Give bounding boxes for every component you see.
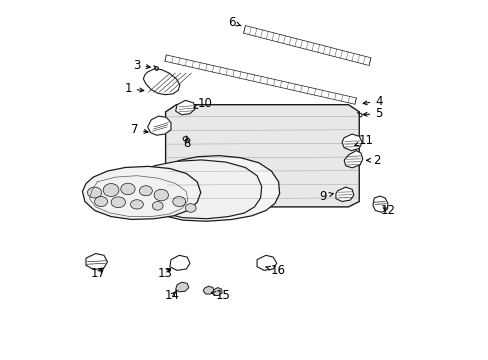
Polygon shape	[243, 26, 370, 66]
Text: 2: 2	[366, 154, 380, 167]
Polygon shape	[175, 100, 195, 115]
Polygon shape	[344, 150, 362, 168]
Polygon shape	[82, 166, 201, 220]
Text: 17: 17	[90, 267, 105, 280]
Polygon shape	[335, 187, 353, 202]
Ellipse shape	[94, 197, 107, 207]
Ellipse shape	[185, 204, 196, 212]
Polygon shape	[143, 69, 180, 95]
Polygon shape	[164, 55, 356, 104]
Polygon shape	[165, 105, 359, 207]
Ellipse shape	[172, 197, 185, 207]
Text: 14: 14	[164, 289, 179, 302]
Ellipse shape	[130, 200, 143, 209]
Ellipse shape	[154, 189, 168, 201]
Polygon shape	[155, 156, 279, 221]
Text: 1: 1	[124, 82, 143, 95]
Text: 8: 8	[183, 136, 190, 149]
Text: 10: 10	[193, 98, 212, 111]
Ellipse shape	[121, 183, 135, 195]
Ellipse shape	[87, 187, 102, 198]
Ellipse shape	[139, 186, 152, 196]
Polygon shape	[86, 253, 107, 270]
Text: 12: 12	[380, 204, 395, 217]
Text: 11: 11	[354, 134, 373, 147]
Text: 15: 15	[211, 289, 230, 302]
Text: 6: 6	[228, 16, 241, 29]
Polygon shape	[257, 255, 276, 270]
Polygon shape	[212, 288, 222, 296]
Text: 3: 3	[133, 59, 150, 72]
Polygon shape	[147, 116, 171, 135]
Text: 16: 16	[265, 264, 285, 277]
Text: 9: 9	[319, 190, 333, 203]
Text: 7: 7	[130, 123, 148, 136]
Polygon shape	[175, 282, 188, 292]
Ellipse shape	[152, 202, 163, 210]
Text: 5: 5	[363, 107, 382, 120]
Polygon shape	[140, 160, 261, 219]
Polygon shape	[372, 196, 387, 212]
Polygon shape	[341, 134, 362, 150]
Polygon shape	[203, 286, 214, 294]
Text: 4: 4	[363, 95, 382, 108]
Ellipse shape	[103, 184, 119, 197]
Text: 13: 13	[157, 267, 172, 280]
Polygon shape	[169, 255, 190, 270]
Ellipse shape	[111, 197, 125, 208]
